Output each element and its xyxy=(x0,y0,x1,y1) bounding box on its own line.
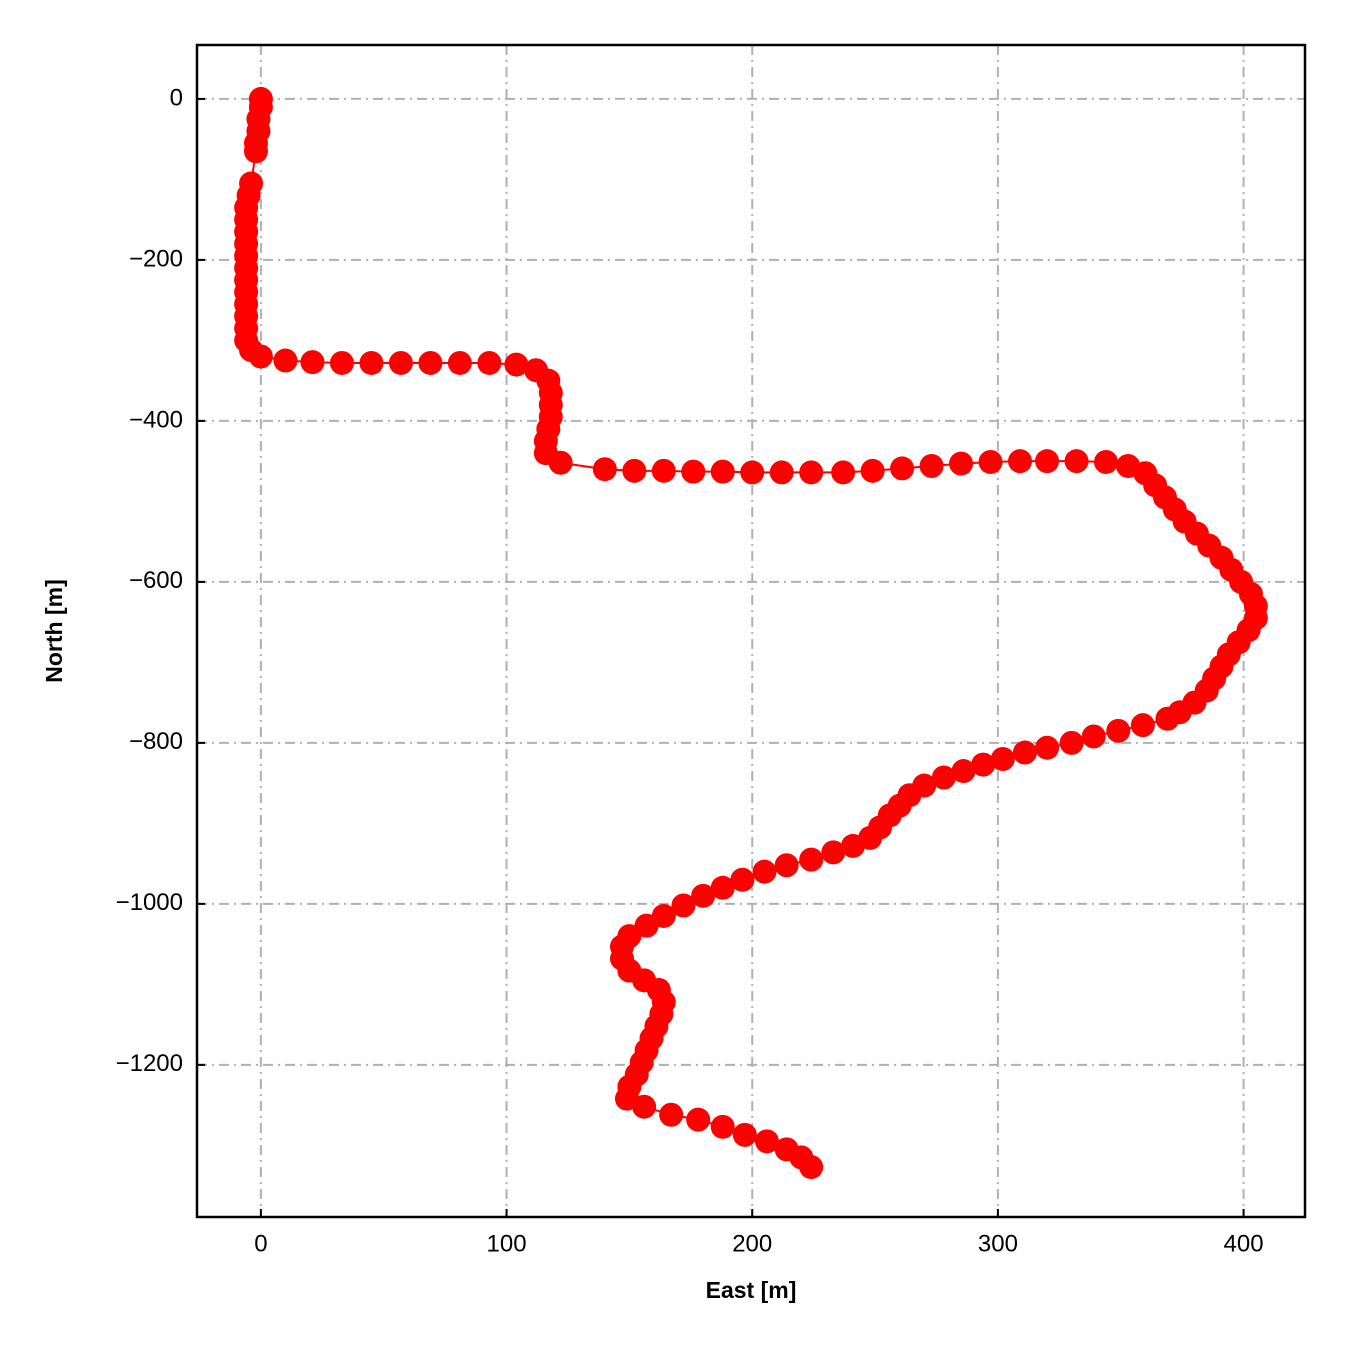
marker xyxy=(1059,730,1084,755)
marker xyxy=(840,833,865,858)
marker xyxy=(710,875,735,900)
marker xyxy=(329,350,354,375)
marker xyxy=(951,759,976,784)
marker xyxy=(273,348,298,373)
marker xyxy=(634,913,659,938)
marker xyxy=(592,457,617,482)
marker xyxy=(890,456,915,481)
marker xyxy=(686,1107,711,1132)
marker xyxy=(548,450,573,475)
marker xyxy=(1064,449,1089,474)
marker xyxy=(831,460,856,485)
marker xyxy=(1130,713,1155,738)
marker xyxy=(978,449,1003,474)
plot-frame xyxy=(195,43,1307,1219)
marker xyxy=(359,350,384,375)
x-tick-label: 200 xyxy=(732,1230,772,1257)
marker xyxy=(860,458,885,483)
marker xyxy=(919,453,944,478)
marker xyxy=(691,883,716,908)
marker xyxy=(632,1094,657,1119)
marker xyxy=(1106,718,1131,743)
marker xyxy=(622,458,647,483)
marker xyxy=(300,350,325,375)
marker xyxy=(671,893,696,918)
marker xyxy=(243,139,268,164)
y-tick-label: 0 xyxy=(170,84,183,111)
marker xyxy=(1035,449,1060,474)
x-tick-label: 0 xyxy=(254,1230,267,1257)
marker xyxy=(754,1129,779,1154)
marker xyxy=(799,847,824,872)
marker xyxy=(1094,449,1119,474)
marker xyxy=(388,350,413,375)
marker xyxy=(651,458,676,483)
y-tick-label: −600 xyxy=(129,567,183,594)
marker xyxy=(1012,740,1037,765)
marker xyxy=(504,352,529,377)
x-tick-label: 100 xyxy=(487,1230,527,1257)
marker xyxy=(740,460,765,485)
y-tick-label: −1000 xyxy=(116,889,183,916)
marker xyxy=(1081,724,1106,749)
x-tick-label: 300 xyxy=(978,1230,1018,1257)
marker xyxy=(447,350,472,375)
marker xyxy=(248,344,273,369)
marker xyxy=(710,1114,735,1139)
marker xyxy=(971,752,996,777)
marker xyxy=(931,765,956,790)
marker xyxy=(769,460,794,485)
y-axis-label: North [m] xyxy=(41,579,67,682)
x-tick-label: 400 xyxy=(1224,1230,1264,1257)
marker xyxy=(681,459,706,484)
marker xyxy=(949,451,974,476)
y-tick-label: −1200 xyxy=(116,1050,183,1077)
marker xyxy=(710,459,735,484)
marker xyxy=(1155,706,1180,731)
marker xyxy=(477,350,502,375)
y-tick-label: −200 xyxy=(129,245,183,272)
marker xyxy=(774,853,799,878)
marker xyxy=(752,859,777,884)
marker xyxy=(418,350,443,375)
y-tick-label: −800 xyxy=(129,728,183,755)
x-axis-label: East [m] xyxy=(706,1277,797,1303)
y-tick-label: −400 xyxy=(129,406,183,433)
marker xyxy=(732,1122,757,1147)
marker xyxy=(990,746,1015,771)
marker xyxy=(1035,735,1060,760)
marker xyxy=(1008,449,1033,474)
marker xyxy=(730,867,755,892)
marker xyxy=(821,840,846,865)
marker xyxy=(799,460,824,485)
marker xyxy=(799,1155,824,1180)
marker xyxy=(659,1102,684,1127)
